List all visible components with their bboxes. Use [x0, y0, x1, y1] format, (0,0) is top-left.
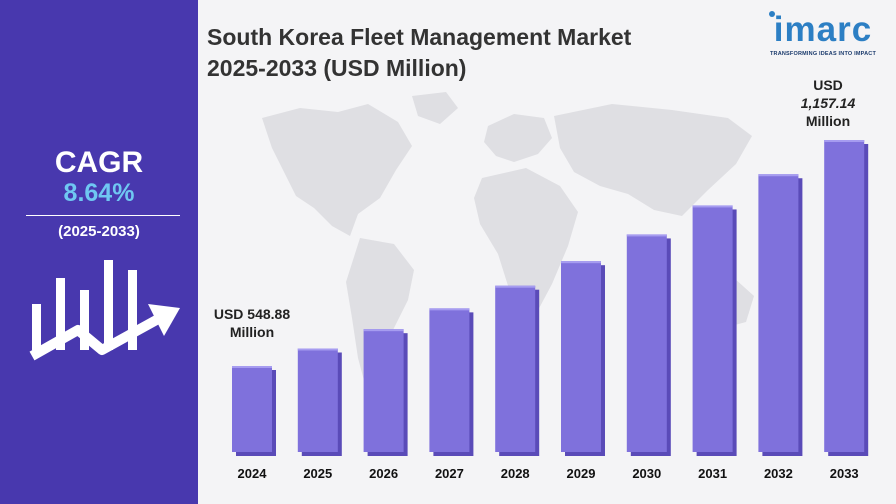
bar-2032 [758, 174, 803, 456]
bar-growth-arrow-icon [29, 260, 180, 361]
x-tick-label: 2026 [369, 466, 398, 481]
last-value-annotation: USD 1,157.14 Million [788, 76, 868, 130]
map-africa [474, 168, 578, 320]
cagr-value: 8.64% [63, 179, 135, 207]
title-line-1: South Korea Fleet Management Market [207, 24, 632, 50]
bar-2031 [692, 205, 737, 456]
bar-2033 [824, 140, 869, 456]
map-greenland [412, 92, 458, 124]
cagr-label: CAGR [54, 146, 144, 179]
bar-2029 [561, 261, 605, 456]
cagr-panel: CAGR 8.64% (2025-2033) [0, 0, 198, 504]
logo-dot-icon [769, 11, 775, 17]
chart-title: South Korea Fleet Management Market 2025… [207, 22, 631, 84]
logo-tagline: TRANSFORMING IDEAS INTO IMPACT [769, 51, 877, 57]
x-tick-label: 2029 [567, 466, 596, 481]
last-annotation-line-1: USD [813, 77, 843, 93]
bar-2025 [297, 348, 342, 456]
bar-2028 [495, 285, 540, 456]
map-europe [484, 114, 552, 162]
x-tick-label: 2033 [830, 466, 859, 481]
x-tick-label: 2028 [501, 466, 530, 481]
first-annotation-line-1: USD 548.88 [213, 306, 291, 322]
cagr-divider [26, 215, 180, 216]
bar-2030 [626, 234, 671, 456]
cagr-period: (2025-2033) [58, 223, 140, 240]
map-north-america [262, 104, 412, 236]
x-tick-label: 2027 [435, 466, 464, 481]
x-tick-label: 2031 [698, 466, 727, 481]
last-annotation-line-3: Million [805, 113, 851, 129]
bar-2026 [363, 329, 408, 456]
x-tick-label: 2025 [303, 466, 332, 481]
map-south-america [346, 238, 414, 388]
x-tick-label: 2024 [238, 466, 268, 481]
bar-2024 [232, 366, 276, 456]
bar-2027 [429, 308, 474, 456]
x-tick-label: 2032 [764, 466, 793, 481]
title-line-2: 2025-2033 (USD Million) [207, 55, 467, 81]
logo-wordmark: imarc [773, 10, 873, 49]
first-annotation-line-2: Million [229, 324, 275, 340]
imarc-logo: imarc TRANSFORMING IDEAS INTO IMPACT [764, 8, 886, 64]
last-annotation-line-2: 1,157.14 [800, 95, 856, 111]
map-asia [554, 104, 752, 216]
x-tick-label: 2030 [632, 466, 661, 481]
first-value-annotation: USD 548.88 Million [204, 305, 300, 341]
